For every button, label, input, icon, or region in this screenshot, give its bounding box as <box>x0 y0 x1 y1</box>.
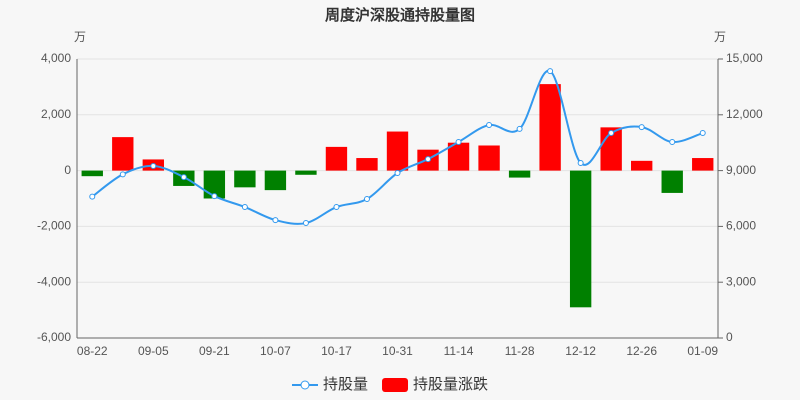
y2-tick-label: 9,000 <box>726 163 756 177</box>
x-tick-label: 09-05 <box>138 344 169 358</box>
legend-marker <box>300 380 310 390</box>
x-tick-label: 10-31 <box>382 344 413 358</box>
bar <box>356 158 378 171</box>
line-point <box>302 220 309 227</box>
line-point <box>577 159 584 166</box>
y-tick-label: -2,000 <box>37 219 71 233</box>
line-point <box>89 193 96 200</box>
bar <box>264 170 287 191</box>
legend-label: 持股量涨跌 <box>413 376 488 393</box>
line-point <box>547 68 554 75</box>
line-point <box>211 193 218 200</box>
bar <box>112 137 134 171</box>
line-point <box>272 217 279 224</box>
line-point <box>608 130 615 137</box>
bar <box>81 170 103 177</box>
y2-tick-label: 15,000 <box>726 51 763 65</box>
bar <box>325 146 348 171</box>
line-point <box>638 124 645 131</box>
x-tick-label: 09-21 <box>199 344 230 358</box>
line-point <box>119 171 126 178</box>
x-tick-label: 11-28 <box>505 344 535 358</box>
line-point <box>455 138 462 145</box>
y-tick-label: 4,000 <box>41 51 71 65</box>
x-tick-label: 11-14 <box>444 344 474 358</box>
line-point <box>669 138 676 145</box>
x-tick-label: 01-09 <box>687 344 718 358</box>
y-tick-label: 2,000 <box>41 107 71 121</box>
line <box>91 70 704 225</box>
bar <box>386 131 409 171</box>
x-tick-label: 08-22 <box>77 344 108 358</box>
chart-title: 周度沪深股通持股量图 <box>325 6 475 24</box>
bar <box>569 170 592 308</box>
line-point <box>180 174 187 181</box>
bar <box>539 84 561 171</box>
line-point <box>394 170 401 177</box>
line-point <box>699 130 706 137</box>
bar <box>692 158 714 171</box>
line-point <box>241 204 248 211</box>
bar <box>234 170 256 188</box>
y2-tick-label: 0 <box>726 330 733 344</box>
y-tick-label: -4,000 <box>37 274 71 288</box>
bar <box>661 170 683 193</box>
bar <box>631 160 653 171</box>
legend-swatch <box>382 378 409 392</box>
y-unit: 万 <box>74 30 86 44</box>
line-point <box>333 204 340 211</box>
y-tick-label: 0 <box>64 163 71 177</box>
y2-unit: 万 <box>714 30 726 44</box>
y2-tick-label: 12,000 <box>726 107 763 121</box>
bar <box>508 170 531 178</box>
y2-tick-label: 3,000 <box>726 274 756 288</box>
line-point <box>425 156 432 163</box>
y-tick-label: -6,000 <box>37 330 71 344</box>
x-tick-label: 12-12 <box>565 344 596 358</box>
x-tick-label: 10-07 <box>260 344 291 358</box>
legend-label: 持股量 <box>323 376 368 393</box>
bar <box>295 170 317 175</box>
x-tick-label: 12-26 <box>626 344 657 358</box>
line-point <box>363 196 370 203</box>
bar <box>447 142 470 171</box>
x-tick-label: 10-17 <box>321 344 352 358</box>
line-point <box>150 162 157 169</box>
bar <box>203 170 226 199</box>
y2-tick-label: 6,000 <box>726 219 756 233</box>
line-point <box>516 125 523 132</box>
line-point <box>486 122 493 129</box>
bar <box>478 145 500 171</box>
